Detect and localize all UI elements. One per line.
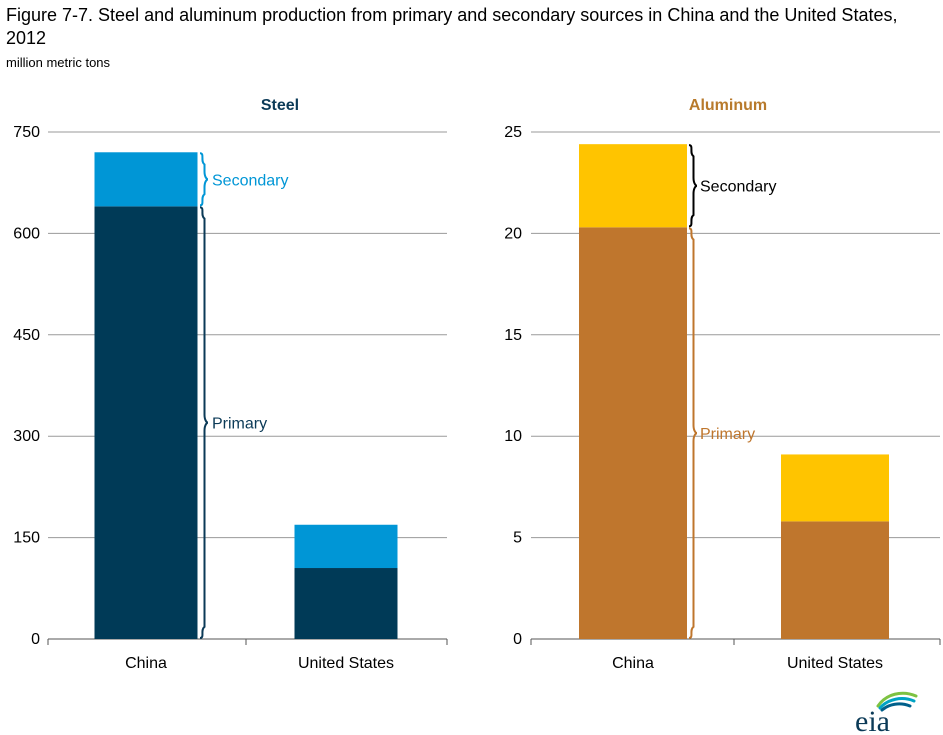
figure-title: Figure 7-7. Steel and aluminum productio… [6,5,898,48]
annotation-secondary: Secondary [700,179,777,196]
y-tick-label: 5 [513,530,522,547]
panel-title: Aluminum [689,97,767,114]
bar-primary-china [94,206,198,640]
y-tick-label: 15 [504,327,522,344]
y-tick-label: 150 [13,530,40,547]
x-category-label: China [612,655,654,672]
bar-secondary-china [579,144,687,228]
brace-secondary [688,144,698,228]
bar-primary-united-states [294,568,398,639]
y-tick-label: 10 [504,428,522,445]
annotation-secondary: Secondary [212,172,289,189]
x-category-label: China [125,655,167,672]
bar-primary-united-states [781,521,889,639]
y-tick-label: 600 [13,225,40,242]
bar-primary-china [579,227,687,640]
x-category-label: United States [298,655,394,672]
brace-secondary [199,152,209,207]
y-tick-label: 0 [31,631,40,648]
y-tick-label: 750 [13,124,40,141]
bar-secondary-united-states [781,454,889,522]
y-tick-label: 20 [504,225,522,242]
annotation-primary: Primary [212,416,267,433]
bar-secondary-china [94,152,198,207]
units-label: million metric tons [6,55,111,70]
eia-logo-icon: eia [855,691,918,733]
brace-primary [199,206,209,639]
panel-title: Steel [261,97,299,114]
eia-logo-text: eia [855,705,890,733]
bar-secondary-united-states [294,524,398,569]
y-tick-label: 300 [13,428,40,445]
y-tick-label: 0 [513,631,522,648]
x-category-label: United States [787,655,883,672]
y-tick-label: 450 [13,327,40,344]
annotation-primary: Primary [700,426,755,443]
y-tick-label: 25 [504,124,522,141]
brace-primary [688,227,698,639]
